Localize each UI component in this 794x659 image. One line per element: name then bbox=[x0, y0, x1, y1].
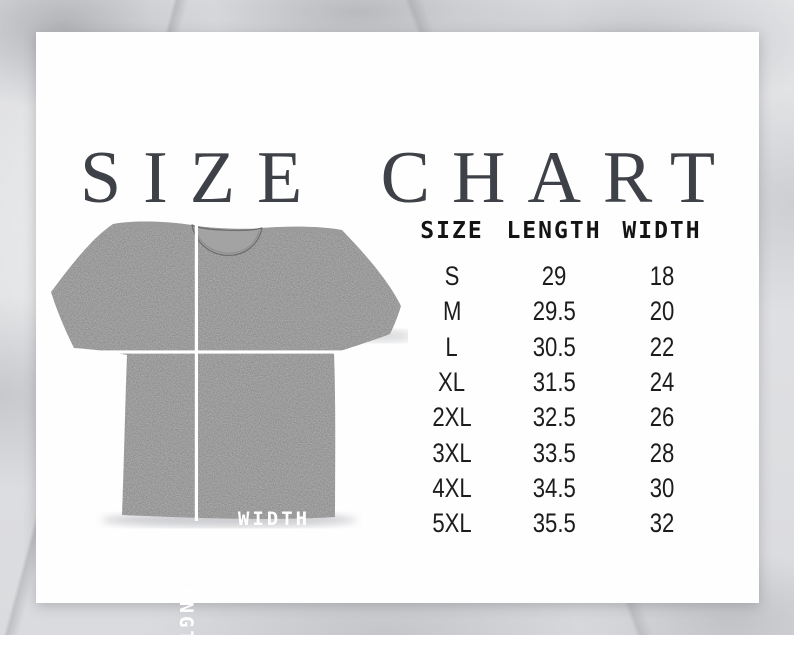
table-row: 2XL 32.5 26 bbox=[410, 400, 710, 435]
fabric-texture-light bbox=[51, 221, 401, 519]
length-cell: 32.5 bbox=[532, 402, 576, 433]
table-row: M 29.5 20 bbox=[410, 294, 710, 329]
width-cell: 26 bbox=[649, 402, 675, 433]
length-cell: 31.5 bbox=[532, 367, 576, 398]
table-row: XL 31.5 24 bbox=[410, 365, 710, 400]
width-cell: 32 bbox=[649, 508, 675, 539]
tshirt-image bbox=[51, 221, 414, 527]
width-measure-line bbox=[66, 350, 392, 354]
length-cell: 29 bbox=[541, 261, 567, 292]
width-cell: 18 bbox=[649, 261, 675, 292]
table-row: 5XL 35.5 32 bbox=[410, 506, 710, 541]
header-width: WIDTH bbox=[622, 218, 702, 244]
shoulder-seam-left bbox=[113, 221, 192, 230]
page-title: SIZE CHART bbox=[79, 136, 738, 219]
shoulder-seam-right bbox=[262, 226, 342, 235]
length-measure-line bbox=[194, 222, 198, 521]
length-cell: 35.5 bbox=[532, 508, 576, 539]
table-header-row: SIZE LENGTH WIDTH bbox=[410, 214, 710, 248]
tshirt-graphic: WIDTH LENGTH bbox=[44, 218, 414, 659]
length-cell: 34.5 bbox=[532, 472, 576, 503]
table-row: L 30.5 22 bbox=[410, 330, 710, 365]
size-table: SIZE LENGTH WIDTH S 29 18 M 29.5 20 L 30… bbox=[410, 214, 710, 541]
size-cell: M bbox=[442, 296, 462, 327]
size-cell: S bbox=[444, 261, 460, 292]
width-label: WIDTH bbox=[237, 508, 311, 530]
width-cell: 30 bbox=[649, 472, 675, 503]
length-cell: 29.5 bbox=[532, 296, 576, 327]
size-cell: 4XL bbox=[432, 472, 472, 503]
size-cell: 2XL bbox=[432, 402, 472, 433]
size-cell: 3XL bbox=[432, 437, 472, 468]
width-cell: 20 bbox=[649, 296, 675, 327]
size-cell: 5XL bbox=[432, 508, 472, 539]
size-cell: XL bbox=[438, 367, 466, 398]
collar-seam bbox=[194, 227, 260, 254]
header-length: LENGTH bbox=[506, 218, 602, 244]
size-cell: L bbox=[445, 331, 459, 362]
header-size: SIZE bbox=[420, 218, 484, 244]
width-cell: 24 bbox=[649, 367, 675, 398]
length-cell: 33.5 bbox=[532, 437, 576, 468]
length-cell: 30.5 bbox=[532, 331, 576, 362]
table-row: 3XL 33.5 28 bbox=[410, 435, 710, 470]
table-row: 4XL 34.5 30 bbox=[410, 471, 710, 506]
width-cell: 28 bbox=[649, 437, 675, 468]
marble-background: SIZE CHART bbox=[0, 0, 794, 635]
length-label: LENGTH bbox=[175, 572, 197, 659]
table-row: S 29 18 bbox=[410, 259, 710, 294]
width-cell: 22 bbox=[649, 331, 675, 362]
size-chart-card: SIZE CHART bbox=[36, 32, 759, 659]
